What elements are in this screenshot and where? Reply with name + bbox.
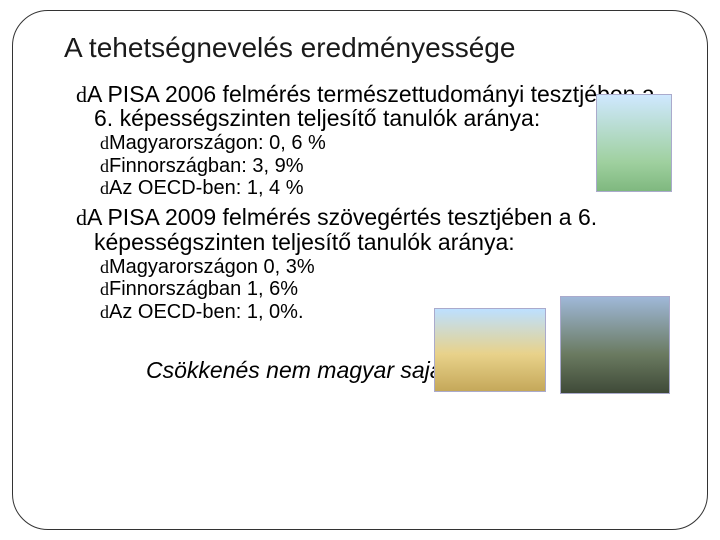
image-australia-map [434, 308, 546, 392]
bullet-glyph: d [76, 205, 87, 230]
image-finland-map [596, 94, 672, 192]
sub-2006-oecd: dAz OECD-ben: 1, 4 % [100, 177, 666, 199]
content-area: dA PISA 2006 felmérés természettudományi… [76, 82, 666, 384]
sub-2009-hu: dMagyarországon 0, 3% [100, 256, 666, 278]
bullet-pisa-2009: dA PISA 2009 felmérés szövegértés tesztj… [76, 205, 666, 253]
bullet-pisa-2006: dA PISA 2006 felmérés természettudományi… [76, 82, 666, 130]
sublist-2006: dMagyarországon: 0, 6 % dFinnországban: … [100, 132, 666, 199]
image-paris-eiffel [560, 296, 670, 394]
sub-2006-hu: dMagyarországon: 0, 6 % [100, 132, 666, 154]
slide-title: A tehetségnevelés eredményessége [64, 32, 696, 64]
sub-2006-fi: dFinnországban: 3, 9% [100, 155, 666, 177]
bullet-glyph: d [76, 82, 87, 107]
